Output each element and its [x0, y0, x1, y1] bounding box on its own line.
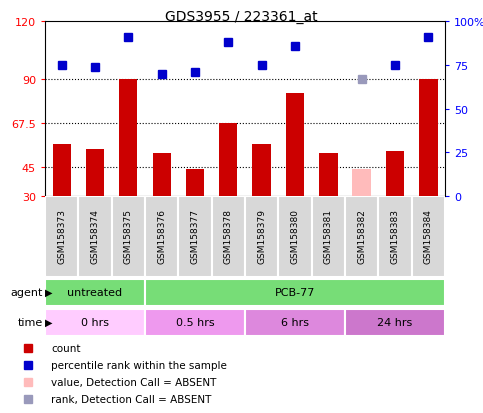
Text: agent: agent [10, 287, 43, 297]
Bar [353, 169, 371, 197]
Bar [245, 309, 345, 336]
Bar [419, 80, 438, 197]
Text: ▶: ▶ [44, 317, 52, 327]
Text: GSM158378: GSM158378 [224, 209, 233, 263]
Bar [212, 197, 245, 277]
Text: GSM158383: GSM158383 [390, 209, 399, 263]
Text: GSM158373: GSM158373 [57, 209, 66, 263]
Bar [245, 197, 278, 277]
Bar [45, 197, 78, 277]
Bar [86, 150, 104, 197]
Bar [345, 309, 445, 336]
Text: GSM158377: GSM158377 [190, 209, 199, 263]
Text: GSM158381: GSM158381 [324, 209, 333, 263]
Text: GSM158376: GSM158376 [157, 209, 166, 263]
Text: ▶: ▶ [44, 287, 52, 297]
Text: GSM158374: GSM158374 [90, 209, 99, 263]
Bar [112, 197, 145, 277]
Text: value, Detection Call = ABSENT: value, Detection Call = ABSENT [51, 377, 217, 387]
Text: time: time [17, 317, 43, 327]
Text: GSM158375: GSM158375 [124, 209, 133, 263]
Text: 0 hrs: 0 hrs [81, 317, 109, 327]
Text: PCB-77: PCB-77 [275, 287, 315, 297]
Bar [78, 197, 112, 277]
Bar [153, 154, 171, 197]
Bar [219, 124, 238, 197]
Text: GSM158379: GSM158379 [257, 209, 266, 263]
Bar [45, 309, 145, 336]
Bar [145, 309, 245, 336]
Text: GDS3955 / 223361_at: GDS3955 / 223361_at [165, 10, 318, 24]
Bar [45, 279, 145, 306]
Bar [286, 94, 304, 197]
Text: GSM158384: GSM158384 [424, 209, 433, 263]
Text: 0.5 hrs: 0.5 hrs [176, 317, 214, 327]
Text: 24 hrs: 24 hrs [377, 317, 412, 327]
Bar [119, 80, 138, 197]
Text: GSM158380: GSM158380 [290, 209, 299, 263]
Text: GSM158382: GSM158382 [357, 209, 366, 263]
Bar [412, 197, 445, 277]
Bar [278, 197, 312, 277]
Bar [345, 197, 378, 277]
Text: 6 hrs: 6 hrs [281, 317, 309, 327]
Text: untreated: untreated [68, 287, 123, 297]
Bar [253, 144, 271, 197]
Bar [145, 279, 445, 306]
Bar [319, 154, 338, 197]
Bar [186, 169, 204, 197]
Text: rank, Detection Call = ABSENT: rank, Detection Call = ABSENT [51, 394, 212, 404]
Text: percentile rank within the sample: percentile rank within the sample [51, 360, 227, 370]
Bar [145, 197, 178, 277]
Bar [378, 197, 412, 277]
Bar [53, 144, 71, 197]
Text: count: count [51, 344, 81, 354]
Bar [312, 197, 345, 277]
Bar [386, 152, 404, 197]
Bar [178, 197, 212, 277]
